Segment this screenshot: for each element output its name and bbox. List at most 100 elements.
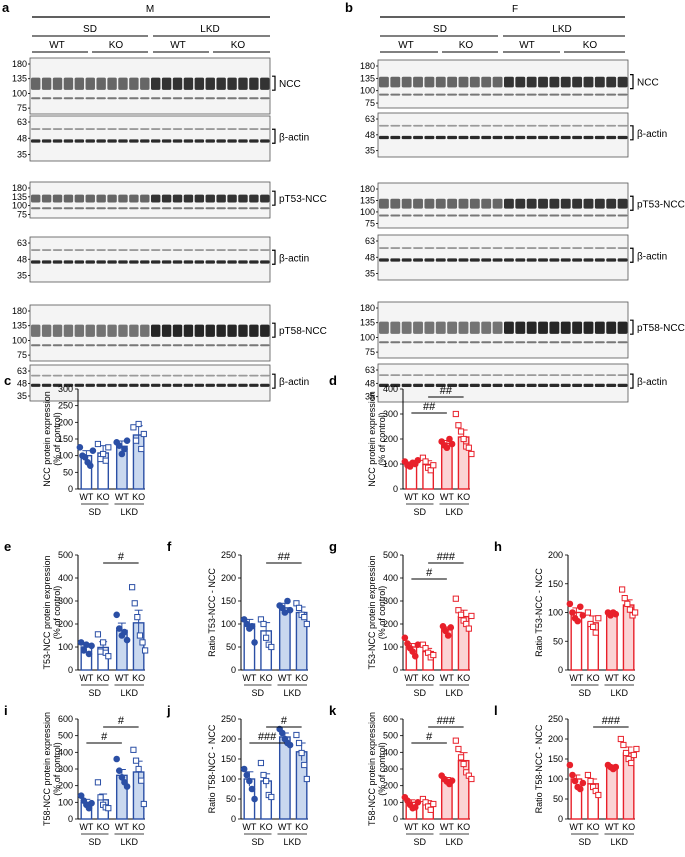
blot-band	[41, 207, 52, 210]
data-point	[248, 785, 256, 793]
blot-band	[183, 324, 194, 337]
blot-band	[151, 374, 161, 377]
blot-band	[481, 76, 492, 88]
data-point	[566, 761, 574, 769]
blot-band	[96, 383, 106, 387]
blot-band	[118, 374, 128, 377]
blot-band	[617, 76, 628, 88]
blot-band	[526, 383, 537, 387]
data-point	[85, 804, 93, 812]
blot-band	[504, 341, 514, 344]
mw-marker-35: 35	[365, 392, 375, 402]
blot-band	[401, 341, 412, 344]
data-point	[132, 757, 140, 764]
blot-band	[52, 139, 63, 143]
blot-band	[560, 321, 571, 334]
data-point	[401, 634, 409, 642]
blot-band	[249, 77, 259, 90]
data-point	[430, 462, 437, 469]
data-point	[268, 793, 275, 801]
data-point	[566, 600, 574, 608]
blot-band	[492, 76, 503, 88]
blot-band	[85, 383, 95, 387]
blot-band	[538, 214, 548, 217]
blot-band	[435, 124, 446, 127]
blot-band	[583, 214, 594, 217]
blot-band	[96, 260, 106, 264]
blot-band	[424, 383, 435, 387]
y-tick-label: 100	[548, 608, 563, 618]
blot-band	[96, 207, 106, 210]
blot-band	[183, 249, 194, 251]
y-axis-label: Ratio T58-NCC - NCC	[207, 724, 217, 813]
y-tick-label: 150	[548, 579, 563, 589]
data-point	[89, 447, 97, 454]
blot-band	[129, 194, 139, 203]
blot-band	[583, 135, 594, 140]
blot-band	[238, 324, 248, 337]
data-point	[619, 586, 626, 593]
data-point	[121, 628, 128, 636]
blot-a-act3: 63 48 35 β-actin	[17, 364, 309, 402]
blot-band	[63, 97, 74, 100]
y-tick-label: 0	[68, 814, 73, 824]
blot-band	[606, 198, 617, 209]
data-point	[85, 650, 93, 658]
data-point	[123, 783, 131, 790]
y-tick-label: 150	[221, 596, 236, 606]
blot-band	[31, 383, 41, 387]
blot-band	[538, 258, 548, 262]
blot-band	[390, 214, 401, 217]
group-label-sd: SD	[88, 837, 101, 847]
blot-band	[594, 321, 605, 334]
blot-band	[413, 321, 423, 334]
data-point	[80, 647, 88, 654]
blot-band	[249, 97, 259, 100]
blot-band	[194, 97, 205, 100]
blot-band	[74, 77, 85, 90]
x-tick-label: KO	[260, 673, 273, 683]
blot-band	[205, 194, 215, 203]
blot-band	[216, 77, 226, 90]
y-tick-label: 150	[58, 434, 73, 444]
blot-band	[413, 258, 423, 262]
blot-band	[424, 341, 435, 344]
blot-band	[161, 383, 172, 387]
blot-band	[161, 249, 172, 251]
blot-band	[549, 93, 560, 96]
data-point	[448, 440, 456, 448]
data-point	[135, 765, 142, 773]
blot-band	[526, 124, 537, 127]
band-bracket	[272, 373, 276, 389]
blot-band	[583, 383, 594, 387]
y-tick-label: 0	[231, 665, 236, 675]
significance-label: ###	[437, 551, 456, 563]
x-tick-label: WT	[115, 822, 129, 832]
mw-marker-48: 48	[17, 379, 27, 389]
blot-band	[401, 247, 412, 249]
data-point	[123, 636, 131, 644]
panel-label-c: c	[4, 373, 11, 388]
blot-band	[492, 258, 503, 262]
blot-band	[413, 93, 423, 96]
blot-band	[172, 374, 183, 377]
significance-label: #	[426, 731, 433, 743]
y-tick-label: 500	[383, 550, 398, 560]
y-axis-label: T58-NCC protein expression(% of control)	[42, 712, 62, 826]
blot-band	[31, 207, 41, 210]
blot-band	[538, 321, 548, 334]
blot-band	[572, 247, 583, 249]
blot-band	[526, 374, 537, 377]
blot-band	[140, 260, 150, 264]
blot-band	[504, 247, 514, 249]
data-point	[411, 804, 419, 811]
mw-marker-63: 63	[365, 114, 375, 124]
blot-band	[238, 139, 248, 143]
blot-band	[549, 258, 560, 262]
blot-band	[249, 207, 259, 210]
data-point	[248, 623, 256, 630]
mw-marker-75: 75	[365, 218, 375, 228]
blot-band	[96, 139, 106, 143]
bar-wt	[605, 612, 618, 671]
